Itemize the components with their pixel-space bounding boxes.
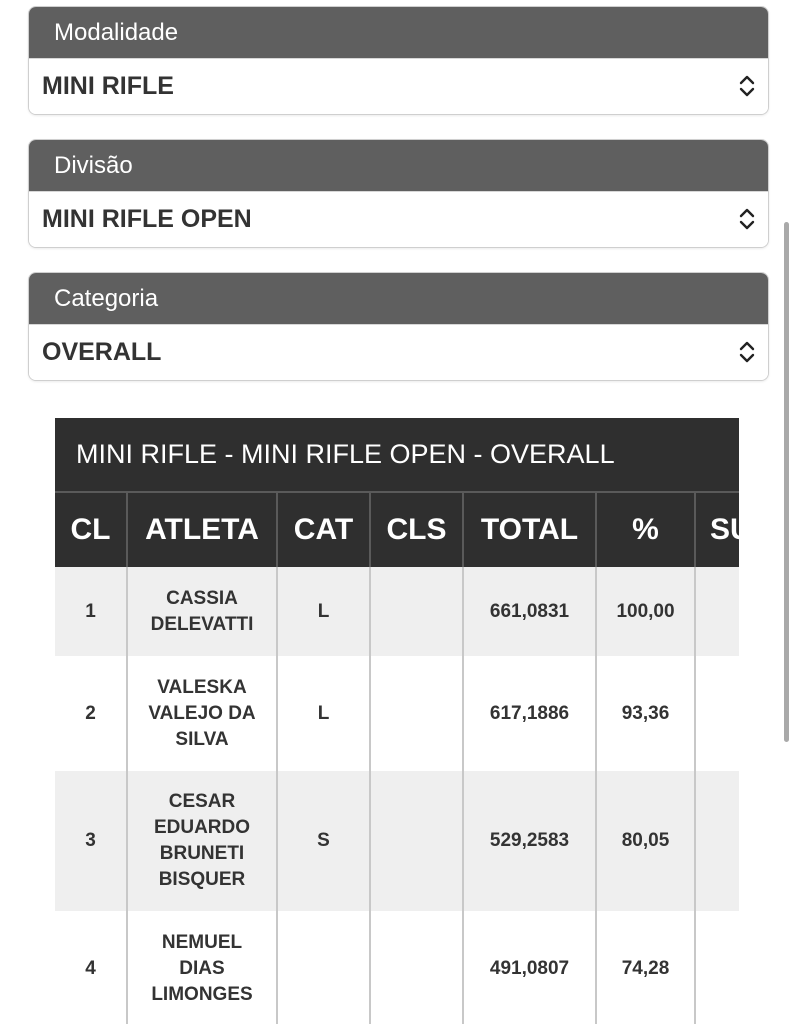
column-header-cls[interactable]: CLS bbox=[369, 492, 463, 567]
atleta-line: BRUNETI bbox=[159, 843, 245, 864]
cell-su bbox=[694, 771, 739, 911]
table-row: 1 CASSIA DELEVATTI L 661,0831 100,00 bbox=[55, 567, 739, 656]
divisao-select-group: Divisão MINI RIFLE OPEN bbox=[28, 139, 769, 248]
column-header-atleta[interactable]: ATLETA bbox=[126, 492, 277, 567]
chevron-up-down-icon bbox=[739, 208, 755, 230]
categoria-label: Categoria bbox=[29, 273, 768, 324]
atleta-line: NEMUEL bbox=[161, 931, 243, 953]
cell-cl: 3 bbox=[55, 771, 127, 911]
categoria-select-group: Categoria OVERALL bbox=[28, 272, 769, 381]
chevron-up-down-icon bbox=[739, 341, 755, 363]
table-header-row: CL ATLETA CAT CLS TOTAL % SU bbox=[55, 492, 739, 567]
atleta-line: CESAR bbox=[168, 791, 236, 812]
cell-pct: 93,36 bbox=[595, 656, 695, 771]
modalidade-label: Modalidade bbox=[29, 7, 768, 58]
results-table: CL ATLETA CAT CLS TOTAL % SU 1 CASSIA DE… bbox=[55, 491, 739, 1024]
divisao-value: MINI RIFLE OPEN bbox=[42, 205, 252, 233]
results-title: MINI RIFLE - MINI RIFLE OPEN - OVERALL bbox=[55, 418, 739, 491]
cell-cls bbox=[369, 656, 463, 771]
column-header-su[interactable]: SU bbox=[694, 492, 739, 567]
atleta-line: VALESKA bbox=[157, 676, 247, 698]
cell-total: 529,2583 bbox=[462, 771, 596, 911]
cell-atleta: CESAR EDUARDO BRUNETI BISQUER bbox=[126, 771, 277, 911]
table-row: 4 NEMUEL DIAS LIMONGES 491,0807 74,28 bbox=[55, 911, 739, 1024]
categoria-select[interactable]: OVERALL bbox=[29, 324, 768, 380]
cell-cls bbox=[369, 771, 463, 911]
cell-cls bbox=[369, 911, 463, 1024]
cell-pct: 80,05 bbox=[595, 771, 695, 911]
cell-cl: 2 bbox=[55, 656, 127, 771]
atleta-line: DELEVATTI bbox=[150, 613, 254, 635]
atleta-line: BISQUER bbox=[158, 869, 246, 890]
modalidade-select[interactable]: MINI RIFLE bbox=[29, 58, 768, 114]
table-row: 2 VALESKA VALEJO DA SILVA L 617,1886 93,… bbox=[55, 656, 739, 771]
cell-cl: 1 bbox=[55, 567, 127, 656]
atleta-line: DIAS bbox=[179, 957, 225, 979]
atleta-line: CASSIA bbox=[166, 587, 238, 609]
chevron-up-down-icon bbox=[739, 75, 755, 97]
cell-cat: S bbox=[276, 771, 370, 911]
cell-atleta: CASSIA DELEVATTI bbox=[126, 567, 277, 656]
cell-cls bbox=[369, 567, 463, 656]
results-panel: MINI RIFLE - MINI RIFLE OPEN - OVERALL C… bbox=[55, 418, 739, 1024]
atleta-line: EDUARDO bbox=[153, 817, 251, 838]
cell-pct: 100,00 bbox=[595, 567, 695, 656]
categoria-value: OVERALL bbox=[42, 338, 162, 366]
cell-cl: 4 bbox=[55, 911, 127, 1024]
atleta-line: SILVA bbox=[175, 728, 229, 750]
cell-total: 617,1886 bbox=[462, 656, 596, 771]
cell-total: 491,0807 bbox=[462, 911, 596, 1024]
cell-su bbox=[694, 567, 739, 656]
atleta-line: LIMONGES bbox=[151, 983, 253, 1005]
divisao-select[interactable]: MINI RIFLE OPEN bbox=[29, 191, 768, 247]
divisao-label: Divisão bbox=[29, 140, 768, 191]
table-row: 3 CESAR EDUARDO BRUNETI BISQUER S 529,25… bbox=[55, 771, 739, 911]
cell-atleta: VALESKA VALEJO DA SILVA bbox=[126, 656, 277, 771]
cell-cat: L bbox=[276, 567, 370, 656]
cell-su bbox=[694, 656, 739, 771]
column-header-total[interactable]: TOTAL bbox=[462, 492, 596, 567]
cell-cat: L bbox=[276, 656, 370, 771]
column-header-cat[interactable]: CAT bbox=[276, 492, 370, 567]
modalidade-value: MINI RIFLE bbox=[42, 72, 174, 100]
atleta-line: VALEJO DA bbox=[148, 702, 256, 724]
cell-cat bbox=[276, 911, 370, 1024]
cell-total: 661,0831 bbox=[462, 567, 596, 656]
modalidade-select-group: Modalidade MINI RIFLE bbox=[28, 6, 769, 115]
page-scrollbar[interactable] bbox=[784, 222, 789, 742]
column-header-pct[interactable]: % bbox=[595, 492, 695, 567]
cell-pct: 74,28 bbox=[595, 911, 695, 1024]
cell-su bbox=[694, 911, 739, 1024]
cell-atleta: NEMUEL DIAS LIMONGES bbox=[126, 911, 277, 1024]
column-header-cl[interactable]: CL bbox=[55, 492, 127, 567]
